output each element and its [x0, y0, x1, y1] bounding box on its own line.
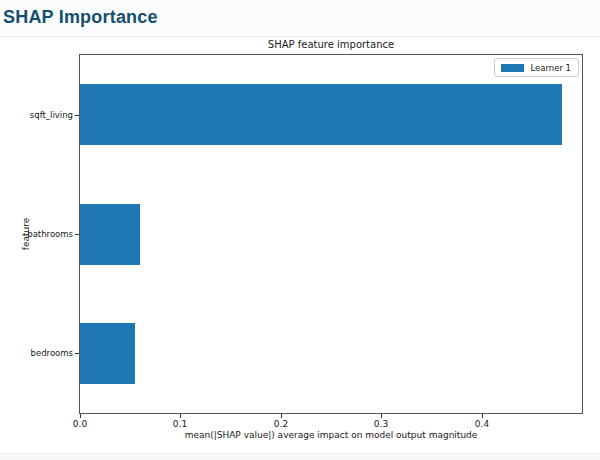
legend-label: Learner 1	[530, 63, 571, 73]
plot-area: Learner 1	[79, 54, 583, 414]
x-tick-mark	[180, 414, 181, 418]
x-tick-label: 0.3	[366, 419, 396, 429]
x-tick-label: 0.1	[165, 419, 195, 429]
page-footer-strip	[0, 453, 600, 460]
report-page: SHAP Importance SHAP feature importance …	[0, 0, 600, 460]
x-tick-label: 0.0	[65, 419, 95, 429]
shap-importance-figure: SHAP feature importance feature Learner …	[0, 37, 600, 453]
x-tick-label: 0.4	[467, 419, 497, 429]
x-tick-mark	[281, 414, 282, 418]
x-axis-title: mean(|SHAP value|) average impact on mod…	[79, 430, 583, 440]
x-tick-mark	[482, 414, 483, 418]
y-tick-label-bathrooms: bathrooms	[0, 229, 73, 239]
y-tick-label-sqft_living: sqft_living	[0, 110, 73, 120]
y-tick-label-bedrooms: bedrooms	[0, 348, 73, 358]
x-tick-mark	[80, 414, 81, 418]
x-tick-mark	[381, 414, 382, 418]
y-tick-mark	[75, 234, 79, 235]
legend-swatch-learner1	[501, 64, 524, 72]
page-header: SHAP Importance	[0, 0, 600, 37]
page-title: SHAP Importance	[3, 7, 158, 28]
bar-bathrooms	[80, 204, 140, 265]
bar-bedrooms	[80, 323, 135, 384]
x-tick-label: 0.2	[266, 419, 296, 429]
chart-title: SHAP feature importance	[79, 39, 583, 50]
y-tick-mark	[75, 115, 79, 116]
legend: Learner 1	[494, 58, 579, 77]
bar-sqft_living	[80, 84, 562, 145]
y-tick-mark	[75, 353, 79, 354]
